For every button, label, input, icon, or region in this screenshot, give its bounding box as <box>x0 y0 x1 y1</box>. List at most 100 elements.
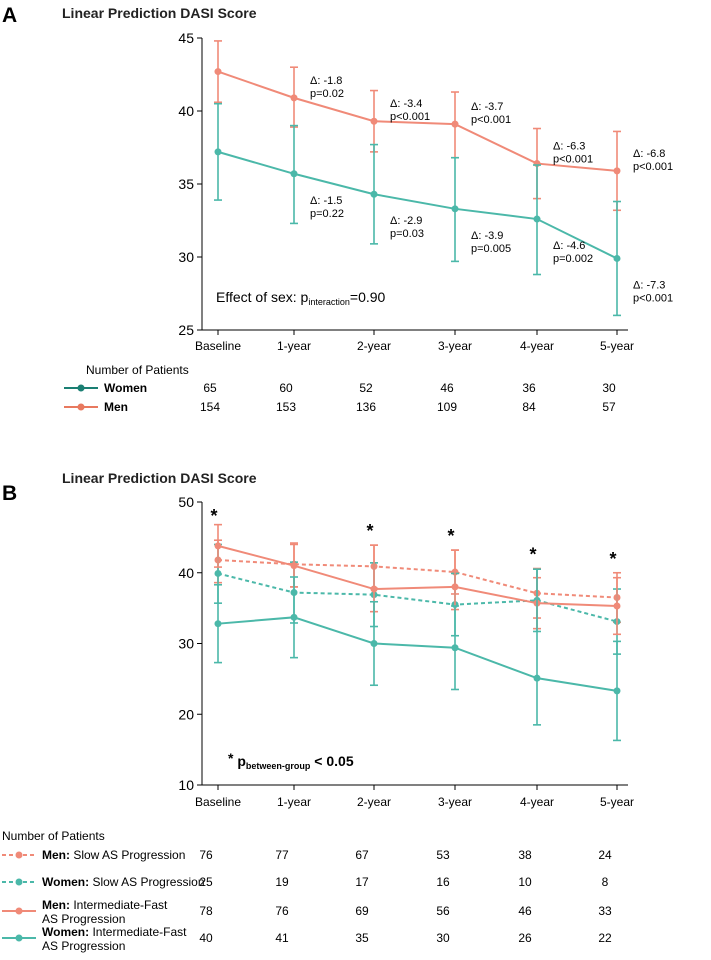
y-tick-label: 10 <box>178 777 194 793</box>
legend-label-bold: Men: <box>42 848 70 862</box>
data-point <box>613 167 621 175</box>
patient-count: 38 <box>518 848 532 862</box>
panel-letter: A <box>2 4 17 27</box>
series-1 <box>214 102 621 317</box>
y-tick-label: 20 <box>178 706 194 722</box>
x-tick-label: Baseline <box>195 339 241 353</box>
legend-label: Men: Intermediate-Fast <box>42 898 168 912</box>
patients-table: Number of Patients Men: Slow AS Progressi… <box>2 829 612 953</box>
data-point <box>533 674 541 682</box>
women-p-annotation: p=0.005 <box>471 243 511 255</box>
patient-count: 22 <box>598 931 612 945</box>
women-p-annotation: p=0.002 <box>553 253 593 265</box>
legend-label-line2: AS Progression <box>42 912 125 926</box>
women-delta-annotation: Δ: -4.6 <box>553 240 585 252</box>
patient-count: 19 <box>275 875 289 889</box>
significance-star: * <box>609 549 616 569</box>
legend-label-text: Intermediate-Fast <box>89 925 187 939</box>
patient-count: 65 <box>203 381 217 395</box>
patient-count: 24 <box>598 848 612 862</box>
patient-count: 153 <box>276 400 296 414</box>
data-point <box>451 583 459 591</box>
data-point <box>451 205 459 213</box>
patient-count: 26 <box>518 931 532 945</box>
women-p-annotation: p<0.001 <box>633 292 673 304</box>
between-group-note: * pbetween-group < 0.05 <box>228 750 354 771</box>
patient-count: 17 <box>355 875 369 889</box>
legend-label-bold: Men: <box>42 898 70 912</box>
patient-count: 40 <box>199 931 213 945</box>
patient-count: 33 <box>598 904 612 918</box>
data-point <box>451 644 459 652</box>
patient-count: 16 <box>436 875 450 889</box>
x-tick-label: 5-year <box>600 339 634 353</box>
patient-count: 57 <box>602 400 616 414</box>
effect-note-prefix: Effect of sex: p <box>216 289 309 305</box>
data-point <box>370 640 378 647</box>
patient-count: 41 <box>275 931 289 945</box>
data-point <box>290 613 298 621</box>
men-p-annotation: p<0.001 <box>390 111 430 123</box>
men-delta-annotation: Δ: -6.3 <box>553 141 585 153</box>
y-tick-label: 40 <box>178 565 194 581</box>
patient-count: 46 <box>518 904 532 918</box>
series-line <box>217 616 618 692</box>
patient-count: 36 <box>522 381 536 395</box>
data-point <box>451 120 459 128</box>
note-star: * <box>228 750 237 766</box>
women-delta-annotation: Δ: -2.9 <box>390 215 422 227</box>
legend-marker <box>15 934 23 942</box>
patient-count: 46 <box>440 381 454 395</box>
men-p-annotation: p<0.001 <box>553 154 593 166</box>
x-tick-label: Baseline <box>195 795 241 809</box>
data-point <box>613 254 621 262</box>
patient-count: 154 <box>200 400 220 414</box>
series-line <box>217 559 618 599</box>
series-3 <box>214 568 621 742</box>
note-prefix: p <box>237 753 246 769</box>
series-line <box>217 572 618 623</box>
data-point <box>290 170 298 178</box>
panel-b: B Linear Prediction DASI Score 10 20 30 40 50 B… <box>2 470 634 953</box>
patients-header: Number of Patients <box>86 363 189 377</box>
data-point <box>290 562 298 570</box>
series-2 <box>214 523 621 636</box>
legend-marker <box>15 851 23 859</box>
legend-marker <box>15 878 23 886</box>
data-point <box>214 68 222 76</box>
men-p-annotation: p=0.02 <box>310 88 344 100</box>
legend-label-text: Slow AS Progression <box>70 848 185 862</box>
patient-count: 69 <box>355 904 369 918</box>
patient-count: 8 <box>602 875 609 889</box>
data-point <box>370 190 378 198</box>
legend-label-bold: Women: <box>42 925 89 939</box>
chart-title: Linear Prediction DASI Score <box>62 470 257 486</box>
data-point <box>533 215 541 223</box>
legend-marker <box>77 403 85 411</box>
men-p-annotation: p<0.001 <box>471 114 511 126</box>
legend-label-text: Slow AS Progression <box>89 875 204 889</box>
patients-header: Number of Patients <box>2 829 105 843</box>
women-p-annotation: p=0.03 <box>390 228 424 240</box>
patients-table: Number of Patients Women 65 60 52 46 36 30 Men 15… <box>64 363 616 414</box>
legend-label: Women: Intermediate-Fast <box>42 925 187 939</box>
series-line <box>217 544 618 608</box>
panel-letter: B <box>2 482 17 505</box>
men-delta-annotation: Δ: -3.4 <box>390 98 422 110</box>
effect-of-sex-note: Effect of sex: pinteraction=0.90 <box>216 289 386 307</box>
women-delta-annotation: Δ: -1.5 <box>310 195 342 207</box>
legend-marker <box>77 384 85 392</box>
men-delta-annotation: Δ: -6.8 <box>633 148 665 160</box>
x-tick-label: 1-year <box>277 339 311 353</box>
patient-count: 53 <box>436 848 450 862</box>
men-delta-annotation: Δ: -3.7 <box>471 101 503 113</box>
y-tick-label: 30 <box>178 249 194 265</box>
y-tick-label: 45 <box>178 30 194 46</box>
men-p-annotation: p<0.001 <box>633 161 673 173</box>
data-point <box>613 602 621 610</box>
significance-star: * <box>529 545 536 565</box>
series-line <box>217 70 618 172</box>
patient-count: 30 <box>436 931 450 945</box>
x-tick-label: 5-year <box>600 795 634 809</box>
